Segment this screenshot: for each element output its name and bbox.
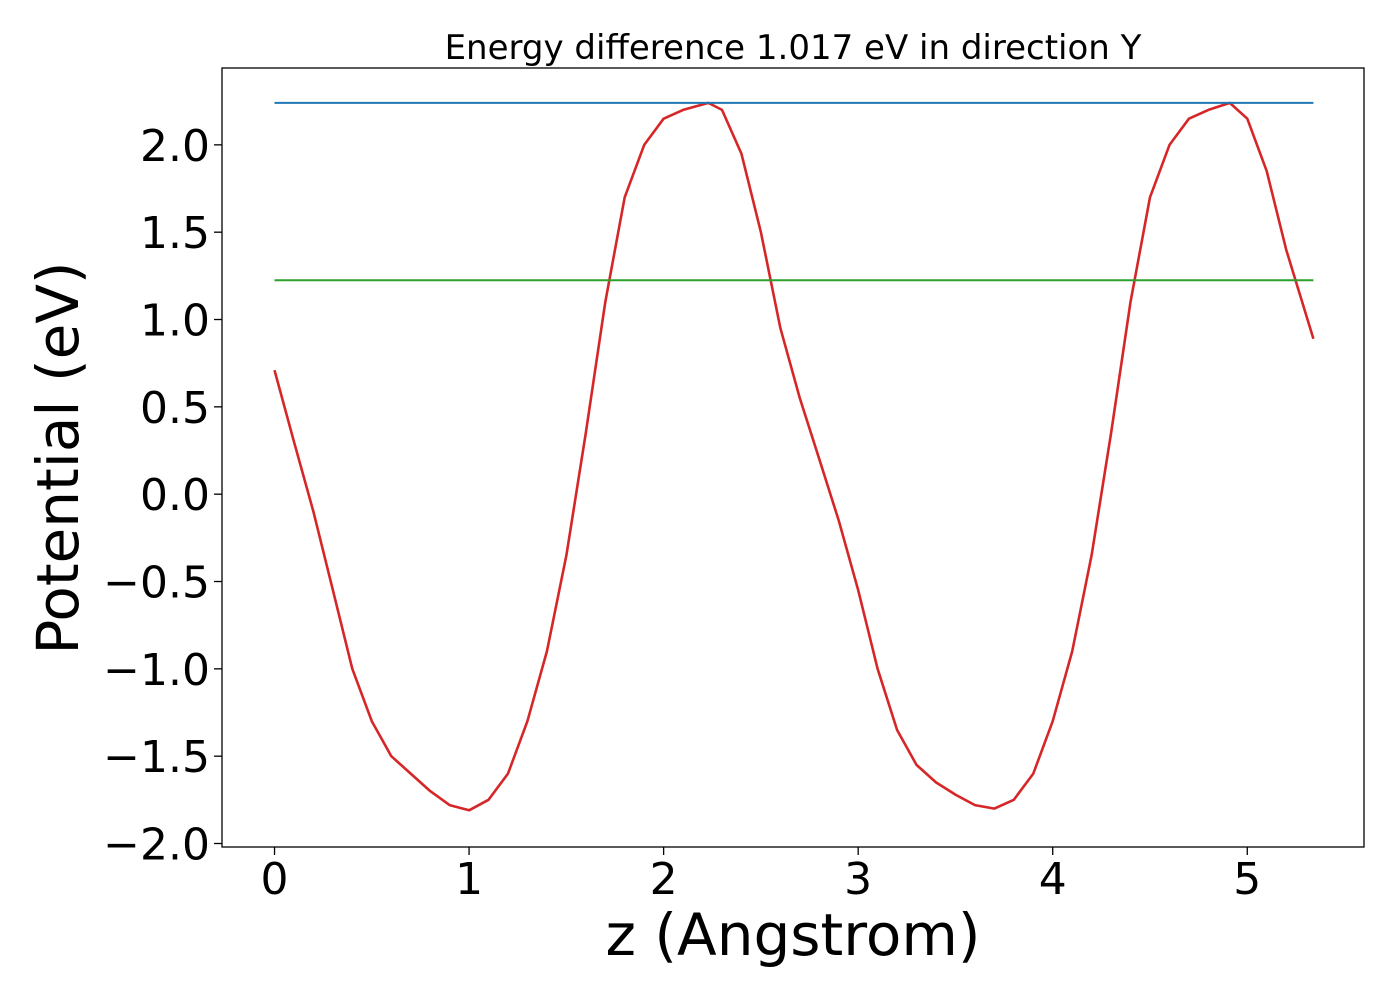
y-axis-label: Potential (eV)	[24, 261, 92, 654]
y-tick-label: −0.5	[103, 558, 210, 609]
x-tick-label: 3	[844, 854, 872, 905]
y-tick-label: 1.5	[140, 208, 210, 259]
y-tick-label: 2.0	[140, 121, 210, 172]
chart-title: Energy difference 1.017 eV in direction …	[445, 28, 1142, 68]
y-tick-label: 1.0	[140, 296, 210, 347]
x-tick-label: 2	[650, 854, 678, 905]
y-tick-label: −1.5	[103, 732, 210, 783]
x-tick-label: 1	[455, 854, 483, 905]
plot-area-frame	[221, 67, 1365, 848]
y-tick-label: −2.0	[103, 820, 210, 871]
x-tick-label: 0	[261, 854, 289, 905]
x-axis-ticks: 0 1 2 3 4 5	[261, 847, 1261, 905]
y-tick-label: 0.5	[140, 383, 210, 434]
y-axis-ticks: −2.0 −1.5 −1.0 −0.5 0.0 0.5 1.0 1.5 2.0	[103, 121, 222, 871]
series-line-1	[273, 101, 1315, 812]
x-tick-label: 5	[1233, 854, 1261, 905]
y-tick-label: 0.0	[140, 470, 210, 521]
y-tick-label: −1.0	[103, 645, 210, 696]
x-tick-label: 4	[1039, 854, 1067, 905]
x-axis-label: z (Angstrom)	[606, 901, 981, 969]
series-layer	[273, 101, 1315, 812]
